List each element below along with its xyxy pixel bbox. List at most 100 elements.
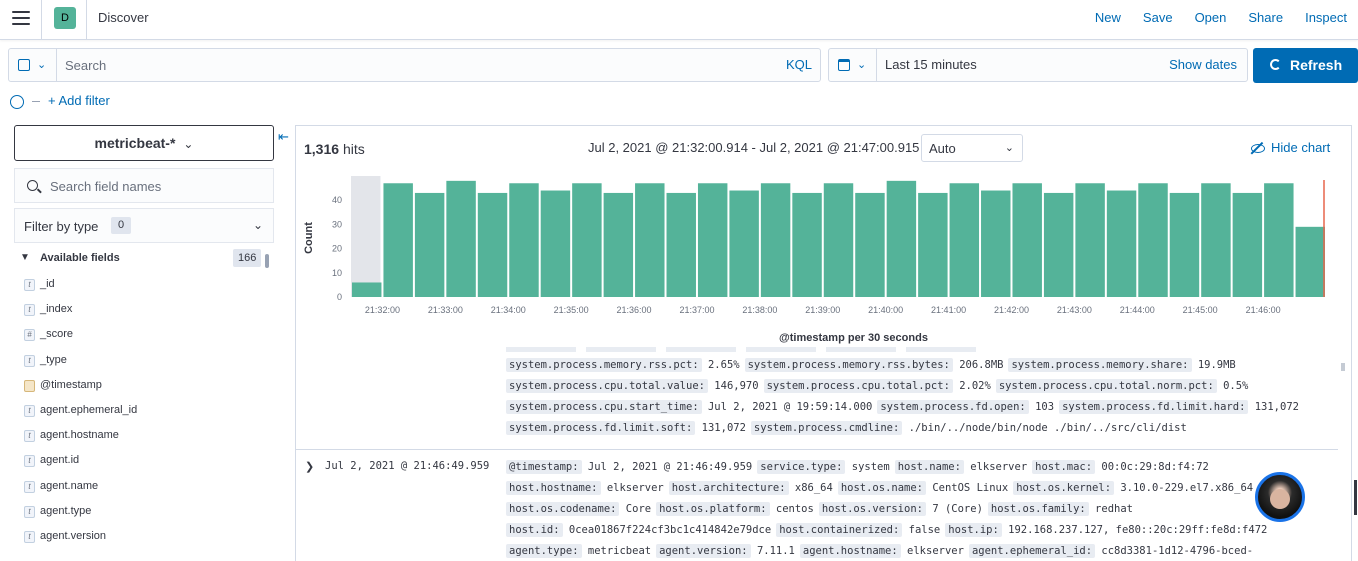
chevron-down-icon: ⌄	[252, 218, 263, 232]
field-name-search[interactable]: Search field names	[14, 168, 274, 203]
date-type-icon	[24, 379, 35, 392]
histogram-bar[interactable]	[1106, 190, 1137, 297]
field-value: 206.8MB	[959, 359, 1004, 371]
histogram-bar[interactable]	[886, 180, 917, 297]
histogram-bar[interactable]	[760, 183, 791, 297]
field-value: Jul 2, 2021 @ 21:46:49.959	[587, 461, 753, 473]
kql-toggle[interactable]: KQL	[785, 57, 812, 72]
x-tick-label: 21:38:00	[742, 305, 777, 315]
histogram-bar[interactable]	[949, 183, 980, 297]
document-scrollbar[interactable]	[1341, 363, 1345, 371]
collapse-sidebar-icon[interactable]: ⇤	[278, 129, 289, 144]
field-value: metricbeat	[587, 545, 652, 557]
field-item[interactable]: @timestamp	[24, 377, 274, 402]
chevron-down-icon: ⌄	[37, 59, 47, 71]
histogram-bar[interactable]	[1169, 192, 1200, 297]
field-item[interactable]: t agent.hostname	[24, 427, 274, 452]
expand-row-icon[interactable]: ❯	[305, 461, 315, 473]
x-tick-label: 21:33:00	[428, 305, 463, 315]
histogram-bar[interactable]	[414, 192, 445, 297]
field-key: system.process.memory.rss.bytes:	[744, 358, 953, 372]
field-item[interactable]: t agent.type	[24, 503, 274, 528]
refresh-label: Refresh	[1290, 57, 1343, 73]
histogram-bar[interactable]	[697, 183, 728, 297]
index-pattern-selector[interactable]: metricbeat-* ⌄	[14, 125, 274, 161]
date-range-value[interactable]: Last 15 minutes	[885, 57, 977, 72]
search-icon	[27, 180, 38, 191]
save-link[interactable]: Save	[1142, 10, 1173, 25]
filter-by-type-button[interactable]: Filter by type 0 ⌄	[14, 208, 274, 243]
field-item[interactable]: t _index	[24, 301, 274, 326]
x-tick-label: 21:36:00	[617, 305, 652, 315]
refresh-button[interactable]: Refresh	[1253, 48, 1358, 83]
histogram-bar[interactable]	[1043, 192, 1074, 297]
document-field-line: system.process.memory.rss.pct: 2.65% syst…	[506, 355, 1351, 376]
panel-divider[interactable]	[295, 125, 296, 561]
share-link[interactable]: Share	[1248, 10, 1284, 25]
string-type-icon: t	[24, 480, 35, 493]
histogram-bar[interactable]	[1138, 183, 1168, 297]
hide-chart-button[interactable]: Hide chart	[1251, 140, 1330, 155]
field-key: system.process.cpu.total.pct:	[763, 379, 953, 393]
field-item[interactable]: # _score	[24, 326, 274, 351]
histogram-bar[interactable]	[666, 192, 696, 297]
field-list: t _id t _index # _score t _type @timestamp t agent…	[24, 276, 274, 553]
document-field-line: @timestamp: Jul 2, 2021 @ 21:46:49.959 se…	[506, 457, 1351, 478]
available-fields-count: 166	[233, 249, 262, 267]
floating-user-avatar[interactable]	[1255, 472, 1305, 522]
field-item[interactable]: t agent.ephemeral_id	[24, 402, 274, 427]
histogram-bar[interactable]	[1075, 183, 1105, 297]
open-link[interactable]: Open	[1194, 10, 1227, 25]
filter-options-icon[interactable]	[10, 95, 24, 109]
histogram-bar[interactable]	[729, 190, 759, 297]
y-tick-label: 40	[332, 195, 342, 205]
histogram-bar[interactable]	[1201, 183, 1231, 297]
histogram-bar[interactable]	[918, 192, 948, 297]
histogram-bar[interactable]	[352, 282, 382, 297]
page-scrollbar[interactable]	[1354, 480, 1357, 515]
x-tick-label: 21:46:00	[1246, 305, 1281, 315]
histogram-bar[interactable]	[855, 192, 885, 297]
histogram-bar[interactable]	[572, 183, 602, 297]
field-item[interactable]: t agent.id	[24, 452, 274, 477]
sidebar-scrollbar[interactable]	[265, 254, 269, 268]
field-value: 131,072	[701, 422, 746, 434]
histogram-bar[interactable]	[823, 183, 854, 297]
space-avatar[interactable]: D	[54, 7, 76, 29]
field-key: system.process.cpu.total.norm.pct:	[995, 379, 1217, 393]
chevron-down-icon: ⌄	[857, 59, 867, 71]
histogram-bar[interactable]	[603, 192, 634, 297]
histogram-bar[interactable]	[1295, 226, 1325, 297]
histogram-bar[interactable]	[1264, 183, 1294, 297]
quick-select-button[interactable]: ⌄	[829, 49, 877, 81]
field-value: CentOS Linux	[932, 482, 1009, 494]
search-input[interactable]: Search	[65, 58, 107, 73]
saved-query-button[interactable]: ⌄	[9, 49, 57, 81]
histogram-bar[interactable]	[635, 183, 665, 297]
histogram-bar[interactable]	[1012, 183, 1042, 297]
histogram-bar[interactable]	[1232, 192, 1263, 297]
field-value: elkserver	[606, 482, 664, 494]
histogram-bar[interactable]	[981, 190, 1011, 297]
available-fields-header[interactable]: ▼ Available fields 166	[20, 249, 270, 268]
field-item[interactable]: t agent.version	[24, 528, 274, 553]
menu-icon[interactable]	[12, 11, 30, 25]
histogram-bar[interactable]	[540, 190, 571, 297]
add-filter-button[interactable]: + Add filter	[48, 93, 110, 108]
histogram-bar[interactable]	[509, 183, 539, 297]
field-item[interactable]: t agent.name	[24, 478, 274, 503]
histogram-bar[interactable]	[446, 180, 476, 297]
histogram-bar[interactable]	[792, 192, 822, 297]
new-link[interactable]: New	[1094, 10, 1121, 25]
field-key: @timestamp:	[506, 460, 582, 474]
field-item[interactable]: t _id	[24, 276, 274, 301]
histogram-chart[interactable]: 0 10 20 30 40 21:32:00 21:33:00 21:34:00 21:35:0…	[296, 166, 1346, 346]
interval-select[interactable]: Auto ⌄	[921, 134, 1023, 162]
inspect-link[interactable]: Inspect	[1305, 10, 1347, 25]
histogram-bar[interactable]	[477, 192, 508, 297]
calendar-icon	[838, 59, 850, 71]
field-value: cc8d3381-1d12-4796-bced-	[1101, 545, 1254, 557]
show-dates-button[interactable]: Show dates	[1169, 57, 1237, 72]
histogram-bar[interactable]	[383, 183, 413, 297]
field-item[interactable]: t _type	[24, 352, 274, 377]
